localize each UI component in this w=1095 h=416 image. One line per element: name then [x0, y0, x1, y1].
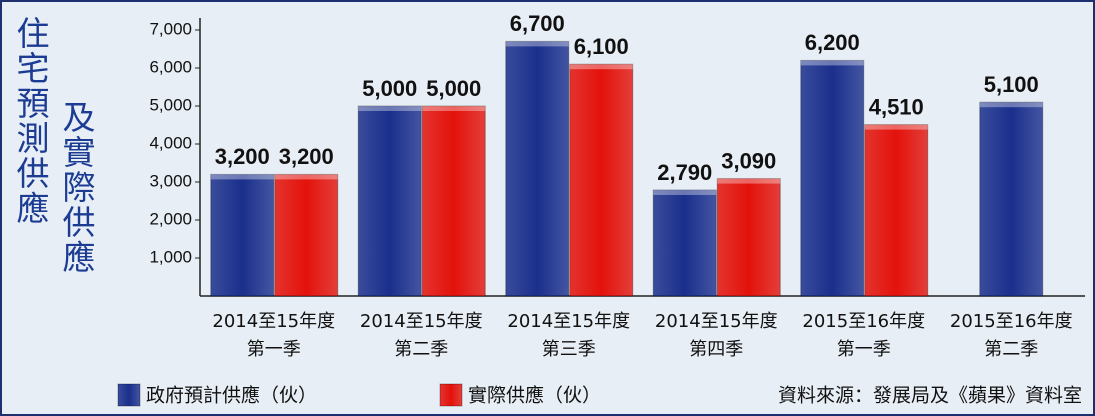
value-label: 5,000	[362, 76, 417, 101]
bar	[800, 59, 865, 297]
x-tick-label: 第一季	[837, 339, 891, 360]
y-tick-label: 1,000	[149, 247, 192, 266]
bar-bevel	[800, 60, 864, 66]
bar-bevel	[979, 102, 1043, 108]
value-label: 6,100	[574, 34, 629, 59]
legend-label: 實際供應（伙）	[468, 384, 601, 407]
value-label: 2,790	[657, 160, 712, 185]
x-tick-label: 2014至15年度	[655, 311, 778, 332]
y-tick-label: 3,000	[149, 171, 192, 190]
x-tick-label: 2015至16年度	[950, 311, 1073, 332]
bar-bevel	[274, 174, 338, 180]
y-tick-label: 4,000	[149, 133, 192, 152]
bar-bevel	[358, 106, 422, 111]
bar	[210, 173, 275, 297]
value-label: 4,510	[869, 94, 924, 119]
bar	[505, 40, 570, 297]
legend-swatch	[117, 383, 141, 407]
value-label: 5,100	[984, 72, 1039, 97]
value-label: 3,090	[721, 148, 776, 173]
value-label: 3,200	[215, 144, 270, 169]
chart-subtitle: 及實際供應	[57, 100, 96, 275]
value-label: 5,000	[426, 76, 481, 101]
value-label: 3,200	[279, 144, 334, 169]
chart-title: 住宅預測供應	[11, 16, 50, 226]
x-tick-label: 第三季	[542, 339, 596, 360]
legend-label: 政府預計供應（伙）	[146, 384, 317, 407]
bar	[357, 105, 422, 297]
bar	[979, 101, 1044, 297]
bar-bevel	[422, 106, 486, 111]
bar-bevel	[717, 178, 781, 184]
bar	[652, 189, 717, 297]
x-tick-label: 第二季	[984, 339, 1038, 360]
y-tick-label: 6,000	[149, 57, 192, 76]
x-tick-label: 2014至15年度	[360, 311, 483, 332]
bar-bevel	[569, 64, 633, 70]
bar-bevel	[653, 189, 717, 195]
y-tick-label: 5,000	[149, 95, 192, 114]
x-tick-label: 第一季	[247, 339, 301, 360]
bar	[569, 63, 634, 297]
x-tick-label: 2014至15年度	[507, 311, 630, 332]
bar	[421, 105, 486, 297]
value-label: 6,700	[510, 11, 565, 36]
bar-bevel	[505, 41, 569, 47]
y-tick-label: 7,000	[149, 19, 192, 38]
source: 資料來源：發展局及《蘋果》資料室	[778, 385, 1082, 407]
value-label: 6,200	[805, 30, 860, 55]
x-tick-label: 第二季	[394, 339, 448, 360]
bar-bevel	[864, 124, 928, 130]
bar	[716, 178, 781, 297]
y-tick-label: 2,000	[149, 209, 192, 228]
x-tick-label: 2015至16年度	[802, 311, 925, 332]
x-tick-label: 2014至15年度	[212, 311, 335, 332]
legend-swatch	[439, 383, 463, 407]
bar-bevel	[210, 174, 274, 180]
bar	[274, 173, 339, 297]
x-tick-label: 第四季	[689, 339, 743, 360]
bar	[864, 124, 929, 297]
